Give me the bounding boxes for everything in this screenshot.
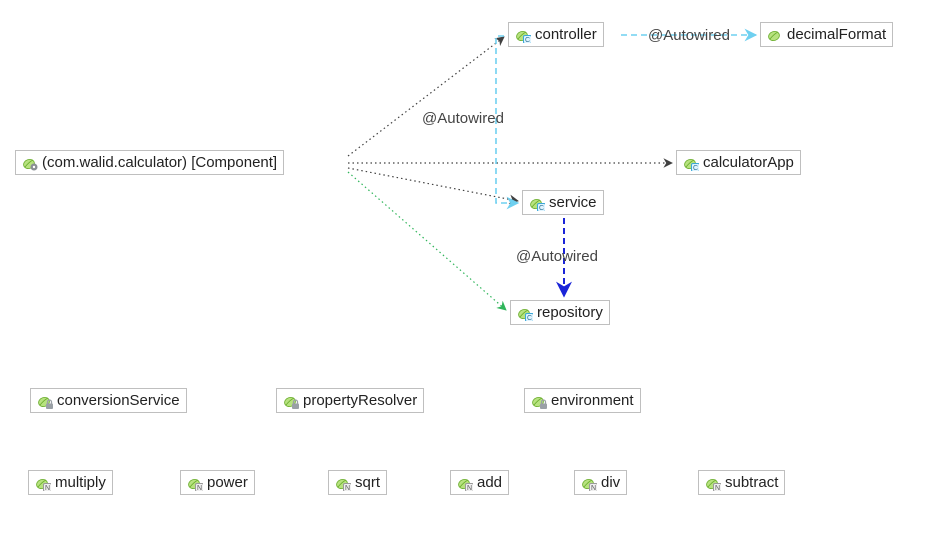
svg-text:N: N bbox=[591, 484, 596, 490]
node-label: propertyResolver bbox=[303, 392, 417, 409]
node-label: service bbox=[549, 194, 597, 211]
svg-text:C: C bbox=[527, 314, 532, 320]
bean-gear-icon bbox=[22, 155, 38, 171]
bean-n-icon: N bbox=[35, 475, 51, 491]
node-propertyresolver[interactable]: propertyResolver bbox=[276, 388, 424, 413]
node-div[interactable]: N div bbox=[574, 470, 627, 495]
svg-text:N: N bbox=[467, 484, 472, 490]
node-calculatorapp[interactable]: C calculatorApp bbox=[676, 150, 801, 175]
node-label: environment bbox=[551, 392, 634, 409]
node-controller[interactable]: C controller bbox=[508, 22, 604, 47]
node-subtract[interactable]: N subtract bbox=[698, 470, 785, 495]
bean-n-icon: N bbox=[705, 475, 721, 491]
bean-n-icon: N bbox=[581, 475, 597, 491]
bean-c-icon: C bbox=[515, 27, 531, 43]
node-label: sqrt bbox=[355, 474, 380, 491]
edges-layer bbox=[0, 0, 930, 533]
node-label: subtract bbox=[725, 474, 778, 491]
svg-text:C: C bbox=[539, 204, 544, 210]
svg-text:N: N bbox=[345, 484, 350, 490]
svg-text:N: N bbox=[197, 484, 202, 490]
svg-text:C: C bbox=[525, 36, 530, 42]
bean-lock-icon bbox=[283, 393, 299, 409]
node-root[interactable]: (com.walid.calculator) [Component] bbox=[15, 150, 284, 175]
node-sqrt[interactable]: N sqrt bbox=[328, 470, 387, 495]
bean-c-icon: C bbox=[517, 305, 533, 321]
node-label: div bbox=[601, 474, 620, 491]
bean-c-icon: C bbox=[529, 195, 545, 211]
node-decimalformat[interactable]: decimalFormat bbox=[760, 22, 893, 47]
node-repository[interactable]: C repository bbox=[510, 300, 610, 325]
node-conversionservice[interactable]: conversionService bbox=[30, 388, 187, 413]
node-label: calculatorApp bbox=[703, 154, 794, 171]
node-label: add bbox=[477, 474, 502, 491]
node-power[interactable]: N power bbox=[180, 470, 255, 495]
bean-n-icon: N bbox=[187, 475, 203, 491]
node-add[interactable]: N add bbox=[450, 470, 509, 495]
edge-label-autowired-3: @Autowired bbox=[516, 248, 598, 265]
node-label: repository bbox=[537, 304, 603, 321]
edge-label-autowired-1: @Autowired bbox=[648, 27, 730, 44]
node-label: controller bbox=[535, 26, 597, 43]
svg-text:C: C bbox=[693, 164, 698, 170]
node-label: power bbox=[207, 474, 248, 491]
node-multiply[interactable]: N multiply bbox=[28, 470, 113, 495]
bean-n-icon: N bbox=[335, 475, 351, 491]
bean-icon bbox=[767, 27, 783, 43]
bean-lock-icon bbox=[37, 393, 53, 409]
node-service[interactable]: C service bbox=[522, 190, 604, 215]
edge-label-autowired-2: @Autowired bbox=[422, 110, 504, 127]
node-label: multiply bbox=[55, 474, 106, 491]
svg-text:N: N bbox=[45, 484, 50, 490]
node-environment[interactable]: environment bbox=[524, 388, 641, 413]
bean-lock-icon bbox=[531, 393, 547, 409]
svg-text:N: N bbox=[715, 484, 720, 490]
node-label: conversionService bbox=[57, 392, 180, 409]
bean-n-icon: N bbox=[457, 475, 473, 491]
node-label: (com.walid.calculator) [Component] bbox=[42, 154, 277, 171]
node-label: decimalFormat bbox=[787, 26, 886, 43]
bean-c-icon: C bbox=[683, 155, 699, 171]
